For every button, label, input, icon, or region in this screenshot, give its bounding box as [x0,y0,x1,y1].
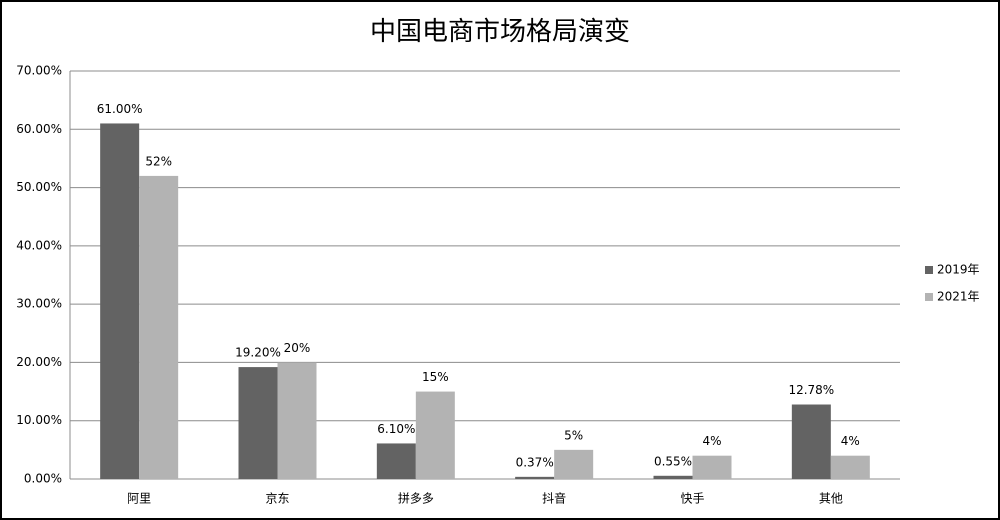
legend-label: 2019年 [937,263,980,277]
value-label: 61.00% [97,102,143,116]
y-tick-label: 40.00% [16,238,62,252]
y-tick-label: 10.00% [16,413,62,427]
y-tick-label: 60.00% [16,122,62,136]
value-label: 0.37% [516,455,554,469]
bar [100,123,140,479]
x-tick-label: 快手 [680,492,704,506]
legend-swatch [925,293,933,301]
x-tick-label: 拼多多 [398,492,434,506]
bar [554,449,594,479]
bar [830,455,870,479]
legend-swatch [925,266,933,274]
y-tick-label: 30.00% [16,297,62,311]
value-label: 19.20% [235,346,281,360]
value-label: 52% [145,154,172,168]
bar [376,443,416,479]
chart-title: 中国电商市场格局演变 [370,17,630,47]
bar [515,476,555,479]
value-label: 5% [564,428,583,442]
value-label: 4% [841,434,860,448]
x-tick-label: 其他 [819,492,843,506]
value-label: 4% [702,434,721,448]
bar [238,367,278,479]
x-tick-label: 阿里 [127,492,151,506]
value-label: 12.78% [788,383,834,397]
bar [692,455,732,479]
x-tick-label: 京东 [265,492,289,506]
x-tick-label: 抖音 [542,491,566,506]
bar [277,362,317,479]
bar [791,404,831,479]
y-tick-label: 20.00% [16,355,62,369]
value-label: 15% [422,370,449,384]
bar [415,391,455,479]
legend-label: 2021年 [937,290,980,304]
value-label: 6.10% [377,422,415,436]
bar [653,475,693,479]
y-tick-label: 70.00% [16,64,62,78]
bar [139,175,179,479]
value-label: 20% [284,341,311,355]
value-label: 0.55% [654,454,692,468]
y-tick-label: 0.00% [24,472,62,486]
y-tick-label: 50.00% [16,180,62,194]
